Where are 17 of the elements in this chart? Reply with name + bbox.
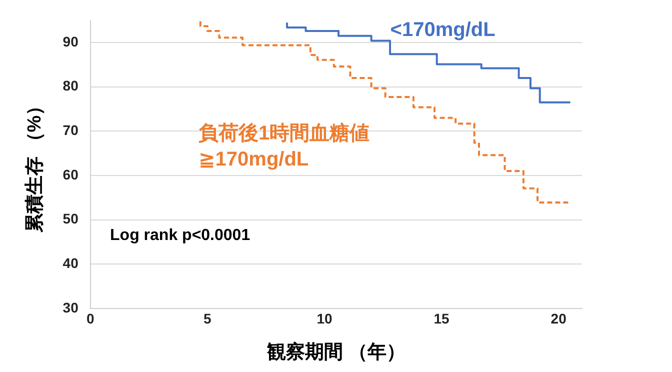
- y-tick-label: 80: [62, 78, 79, 94]
- x-tick-label: 5: [204, 310, 212, 327]
- annotation: Log rank p<0.0001: [110, 227, 250, 244]
- series-label: <170mg/dL: [390, 18, 496, 41]
- y-tick-label: 50: [62, 210, 79, 227]
- y-tick-label: 40: [62, 254, 79, 271]
- x-tick-label: 10: [316, 310, 332, 327]
- x-tick-label: 15: [434, 310, 450, 327]
- y-tick-label: 30: [62, 299, 79, 316]
- x-axis-title: 観察期間 （年）: [266, 340, 406, 363]
- y-axis-title: 累積生存 （%）: [24, 96, 46, 234]
- y-tick-label: 70: [62, 122, 79, 138]
- x-tick-label: 20: [550, 310, 567, 327]
- y-tick-label: 60: [62, 166, 79, 182]
- series-label: 負荷後1時間血糖値 ≧170mg/dL: [198, 122, 370, 171]
- x-tick-label: 0: [86, 310, 94, 327]
- y-tick-label: 90: [62, 33, 79, 50]
